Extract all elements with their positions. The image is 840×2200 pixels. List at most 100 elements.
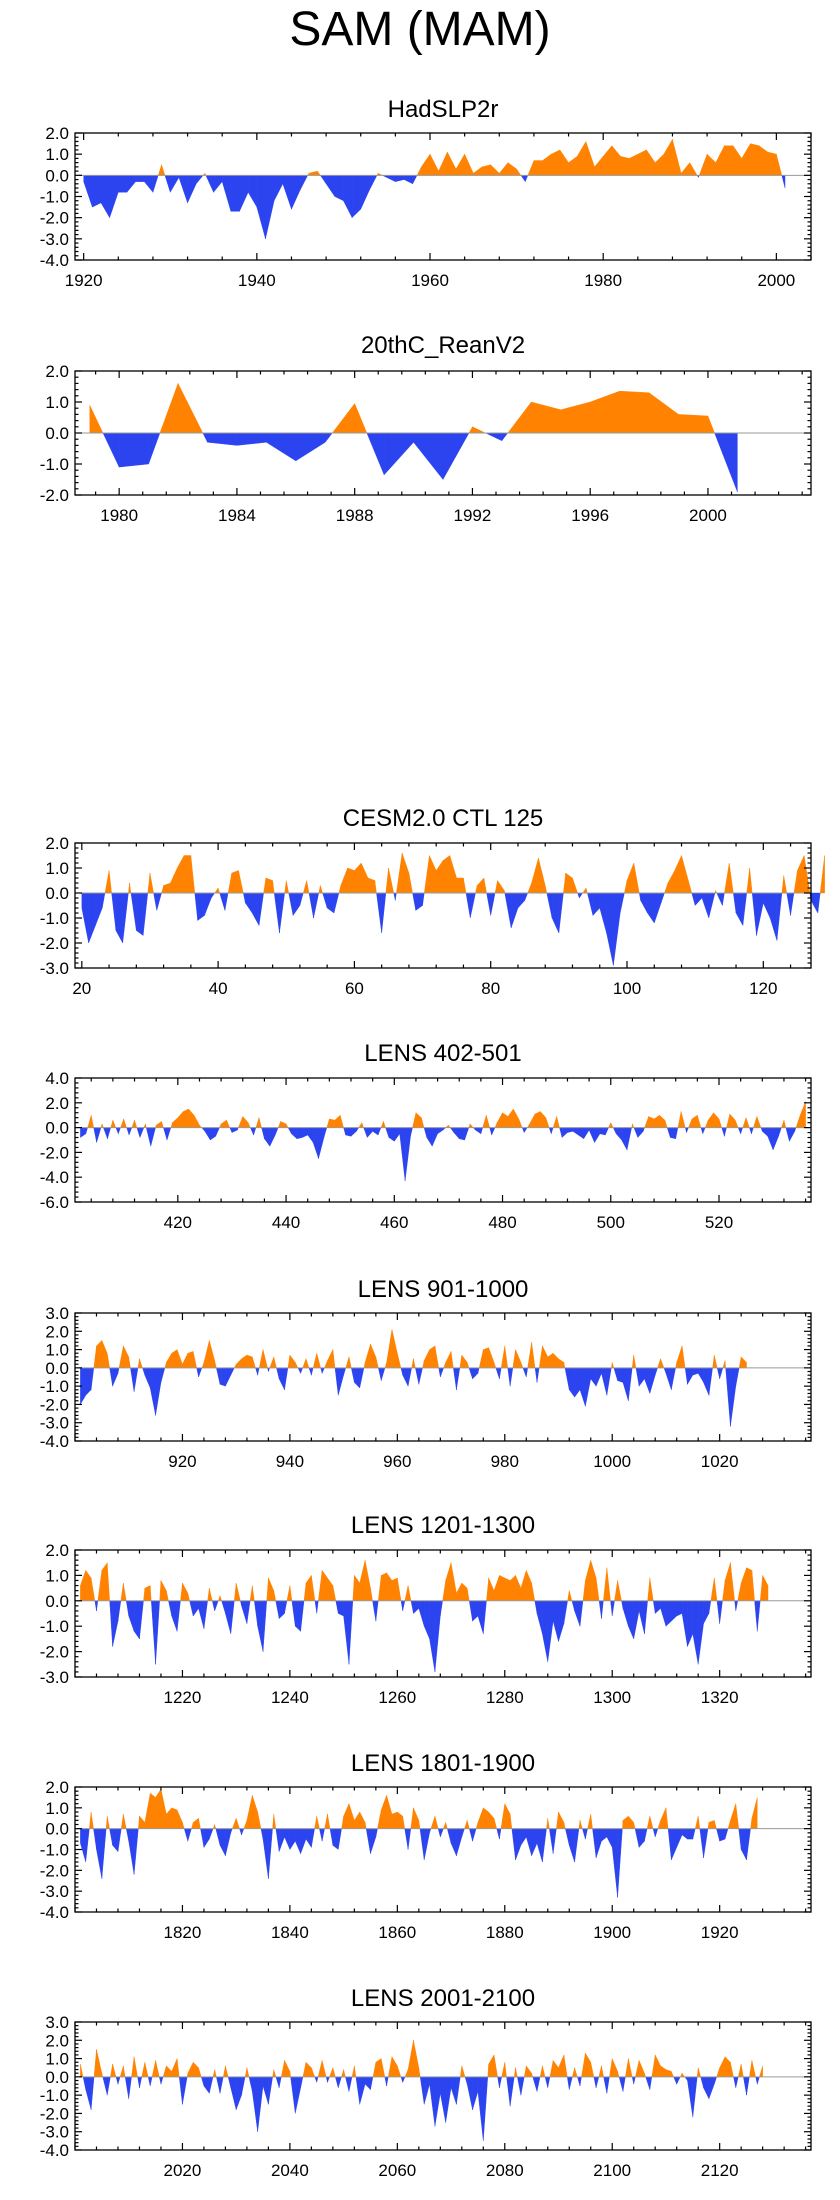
negative-area-segment bbox=[612, 1828, 618, 1898]
positive-area-segment bbox=[654, 153, 664, 176]
y-tick-label: 2.0 bbox=[45, 1094, 69, 1113]
positive-area-segment bbox=[475, 1822, 479, 1829]
negative-area-segment bbox=[757, 1600, 761, 1632]
positive-area-segment bbox=[746, 867, 750, 894]
positive-area-segment bbox=[590, 2062, 595, 2078]
positive-area-segment bbox=[289, 2071, 291, 2078]
positive-area-segment bbox=[515, 1349, 522, 1369]
positive-area-segment bbox=[223, 2065, 226, 2078]
negative-area-segment bbox=[585, 1828, 588, 1840]
negative-area-segment bbox=[676, 1600, 683, 1617]
negative-area-segment bbox=[746, 2076, 750, 2096]
positive-area-segment bbox=[610, 1122, 614, 1128]
y-tick-label: 0.0 bbox=[45, 166, 69, 185]
negative-area-segment bbox=[722, 892, 725, 906]
positive-area-segment bbox=[219, 1595, 222, 1601]
negative-area-segment bbox=[579, 1600, 584, 1627]
positive-area-segment bbox=[273, 1356, 277, 1369]
negative-area-segment bbox=[619, 892, 625, 914]
negative-area-segment bbox=[687, 2076, 694, 2118]
negative-area-segment bbox=[692, 1828, 696, 1840]
negative-area-segment bbox=[221, 1600, 226, 1614]
positive-area-segment bbox=[381, 1795, 387, 1829]
negative-area-segment bbox=[117, 1367, 120, 1374]
positive-area-segment bbox=[289, 1585, 293, 1601]
positive-area-segment bbox=[160, 1580, 167, 1601]
negative-area-segment bbox=[631, 2076, 634, 2085]
negative-area-segment bbox=[257, 2076, 264, 2132]
negative-area-segment bbox=[660, 892, 665, 904]
positive-area-segment bbox=[413, 2040, 420, 2078]
negative-area-segment bbox=[335, 2076, 339, 2088]
negative-area-segment bbox=[152, 175, 159, 193]
y-tick-label: 0.0 bbox=[45, 1820, 69, 1839]
negative-area-segment bbox=[495, 1367, 500, 1379]
x-tick-label: 1840 bbox=[271, 1923, 309, 1942]
negative-area-segment bbox=[364, 2076, 371, 2091]
negative-area-segment bbox=[638, 1828, 645, 1848]
positive-area-segment bbox=[631, 1355, 634, 1369]
positive-area-segment bbox=[776, 154, 783, 176]
positive-area-segment bbox=[123, 1118, 127, 1128]
positive-area-segment bbox=[698, 154, 708, 176]
positive-area-segment bbox=[504, 2062, 507, 2078]
negative-area-segment bbox=[88, 892, 96, 944]
negative-area-segment bbox=[422, 892, 425, 906]
y-tick-label: 1.0 bbox=[45, 145, 69, 164]
negative-area-segment bbox=[700, 1127, 703, 1134]
positive-area-segment bbox=[482, 1115, 487, 1128]
negative-area-segment bbox=[219, 892, 226, 911]
negative-area-segment bbox=[253, 1127, 257, 1136]
negative-area-segment bbox=[760, 1127, 763, 1132]
positive-area-segment bbox=[104, 870, 110, 894]
positive-area-segment bbox=[172, 1117, 179, 1128]
negative-area-segment bbox=[517, 2076, 522, 2096]
positive-area-segment bbox=[243, 1820, 248, 1829]
positive-area-segment bbox=[258, 1349, 264, 1369]
positive-area-segment bbox=[759, 1575, 763, 1601]
negative-area-segment bbox=[112, 1367, 119, 1387]
negative-area-segment bbox=[536, 2076, 541, 2092]
negative-area-segment bbox=[592, 892, 600, 917]
positive-area-segment bbox=[442, 1580, 446, 1601]
chart-title: HadSLP2r bbox=[388, 96, 499, 123]
positive-area-segment bbox=[234, 1582, 237, 1601]
negative-area-segment bbox=[343, 175, 353, 218]
positive-area-segment bbox=[80, 2064, 84, 2078]
positive-area-segment bbox=[632, 1123, 635, 1128]
positive-area-segment bbox=[381, 2058, 386, 2078]
negative-area-segment bbox=[536, 1600, 543, 1634]
positive-area-segment bbox=[644, 1116, 649, 1128]
positive-area-segment bbox=[391, 1329, 398, 1369]
y-tick-label: 1.0 bbox=[45, 393, 69, 412]
positive-area-segment bbox=[257, 1811, 262, 1829]
negative-area-segment bbox=[90, 2076, 95, 2110]
positive-area-segment bbox=[386, 1329, 393, 1369]
negative-area-segment bbox=[262, 1828, 269, 1879]
positive-area-segment bbox=[326, 1118, 330, 1128]
negative-area-segment bbox=[542, 1600, 548, 1662]
negative-area-segment bbox=[278, 1828, 285, 1852]
y-tick-label: -3.0 bbox=[40, 1668, 69, 1687]
positive-area-segment bbox=[595, 1577, 600, 1601]
negative-area-segment bbox=[248, 2076, 253, 2092]
positive-area-segment bbox=[96, 1339, 103, 1369]
positive-area-segment bbox=[183, 1108, 189, 1128]
negative-area-segment bbox=[574, 1367, 581, 1398]
negative-area-segment bbox=[284, 1367, 289, 1390]
negative-area-segment bbox=[606, 2076, 610, 2094]
positive-area-segment bbox=[577, 140, 587, 176]
negative-area-segment bbox=[763, 892, 771, 919]
negative-area-segment bbox=[321, 1367, 325, 1374]
positive-area-segment bbox=[214, 1824, 217, 1829]
negative-area-segment bbox=[312, 1127, 319, 1159]
negative-area-segment bbox=[351, 1367, 355, 1383]
negative-area-segment bbox=[716, 1600, 720, 1624]
negative-area-segment bbox=[112, 1600, 119, 1647]
x-tick-label: 1960 bbox=[411, 271, 449, 290]
negative-area-segment bbox=[445, 2076, 452, 2123]
negative-area-segment bbox=[128, 1828, 135, 1875]
positive-area-segment bbox=[219, 1123, 222, 1128]
page-title: SAM (MAM) bbox=[289, 3, 551, 56]
positive-area-segment bbox=[466, 1362, 470, 1369]
